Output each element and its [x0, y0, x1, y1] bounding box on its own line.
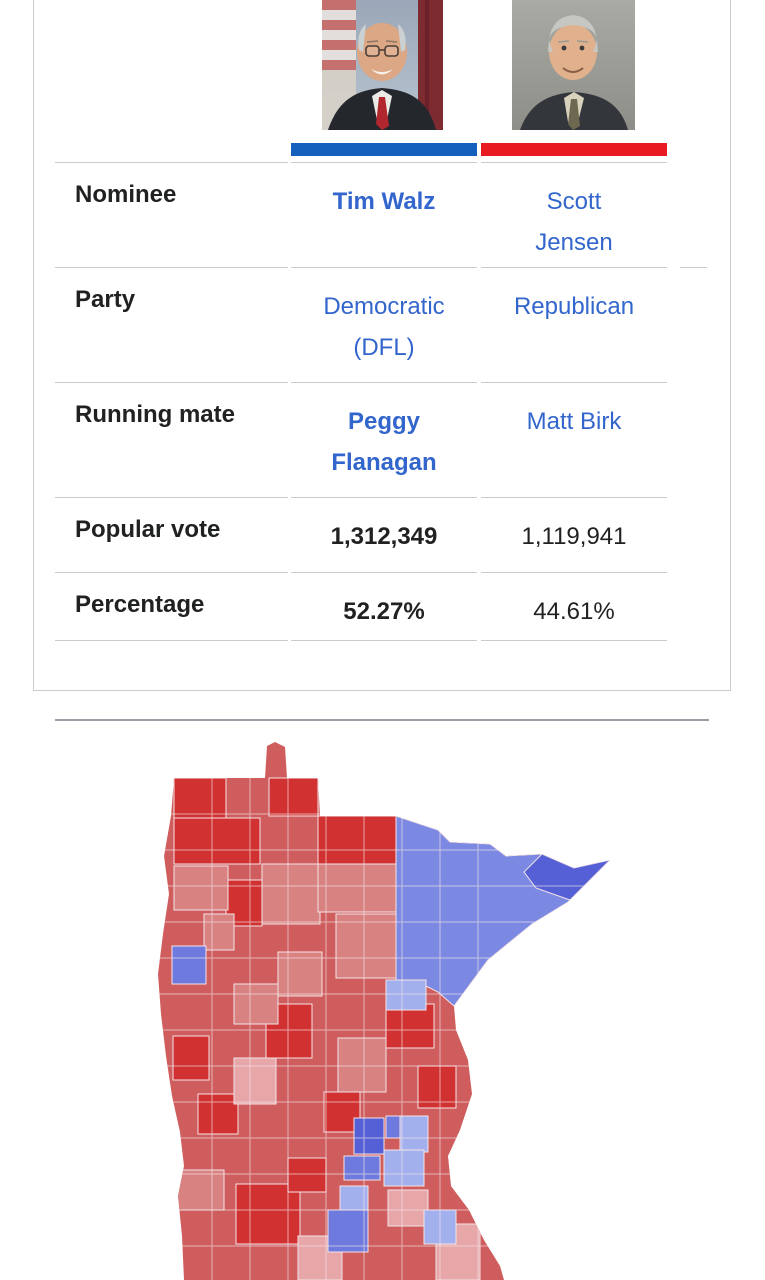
popular-vote-gop: 1,119,941	[521, 523, 627, 550]
party-label: Party	[55, 267, 288, 382]
nominee-row: Nominee Tim Walz Scott Jensen	[0, 162, 765, 267]
section-divider	[55, 719, 709, 721]
popular-vote-dfl: 1,312,349	[330, 523, 438, 550]
infobox-border-right	[730, 0, 731, 690]
popular-vote-label: Popular vote	[55, 497, 288, 572]
gop-party-bar	[481, 143, 667, 156]
scott-jensen-portrait[interactable]	[512, 0, 635, 130]
infobox-border-left	[33, 0, 34, 690]
percentage-label: Percentage	[55, 572, 288, 640]
percentage-dfl: 52.27%	[343, 598, 425, 625]
party-dfl-link[interactable]: Democratic (DFL)	[323, 293, 445, 361]
running-mate-dfl-link[interactable]: Peggy Flanagan	[331, 408, 437, 476]
party-row-stub	[680, 267, 707, 382]
dfl-party-bar	[291, 143, 477, 156]
popular-vote-row: Popular vote 1,312,349 1,119,941	[0, 497, 765, 572]
running-mate-gop-link[interactable]: Matt Birk	[526, 408, 622, 435]
percentage-gop: 44.61%	[533, 598, 615, 625]
party-row: Party Democratic (DFL) Republican	[0, 267, 765, 382]
running-mate-row: Running mate Peggy Flanagan Matt Birk	[0, 382, 765, 497]
nominee-label: Nominee	[55, 162, 288, 267]
infobox-border-bottom	[33, 690, 731, 691]
nominee-dfl-link[interactable]: Tim Walz	[332, 188, 436, 215]
results-map[interactable]	[138, 738, 622, 1280]
party-gop-link[interactable]: Republican	[513, 293, 635, 320]
nominee-gop-link[interactable]: Scott Jensen	[535, 188, 613, 256]
running-mate-label: Running mate	[55, 382, 288, 497]
tim-walz-portrait[interactable]	[322, 0, 443, 130]
percentage-row: Percentage 52.27% 44.61%	[0, 572, 765, 640]
